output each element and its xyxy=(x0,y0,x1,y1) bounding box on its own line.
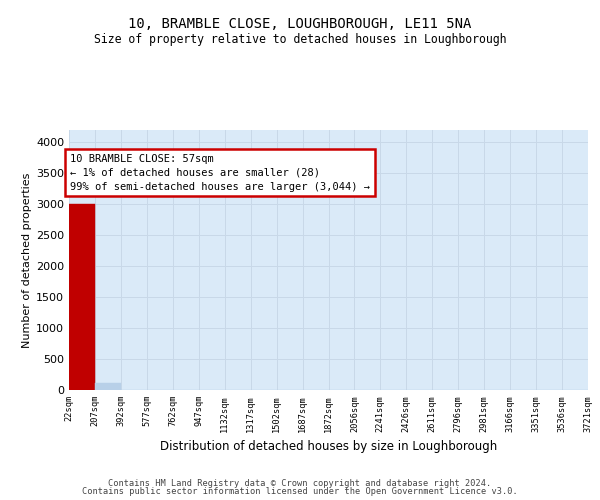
Text: 10, BRAMBLE CLOSE, LOUGHBOROUGH, LE11 5NA: 10, BRAMBLE CLOSE, LOUGHBOROUGH, LE11 5N… xyxy=(128,18,472,32)
Bar xyxy=(69,204,95,390)
Text: Contains public sector information licensed under the Open Government Licence v3: Contains public sector information licen… xyxy=(82,487,518,496)
Text: Size of property relative to detached houses in Loughborough: Size of property relative to detached ho… xyxy=(94,32,506,46)
X-axis label: Distribution of detached houses by size in Loughborough: Distribution of detached houses by size … xyxy=(160,440,497,453)
Bar xyxy=(95,382,121,390)
Text: 10 BRAMBLE CLOSE: 57sqm
← 1% of detached houses are smaller (28)
99% of semi-det: 10 BRAMBLE CLOSE: 57sqm ← 1% of detached… xyxy=(70,154,370,192)
Y-axis label: Number of detached properties: Number of detached properties xyxy=(22,172,32,348)
Text: Contains HM Land Registry data © Crown copyright and database right 2024.: Contains HM Land Registry data © Crown c… xyxy=(109,478,491,488)
